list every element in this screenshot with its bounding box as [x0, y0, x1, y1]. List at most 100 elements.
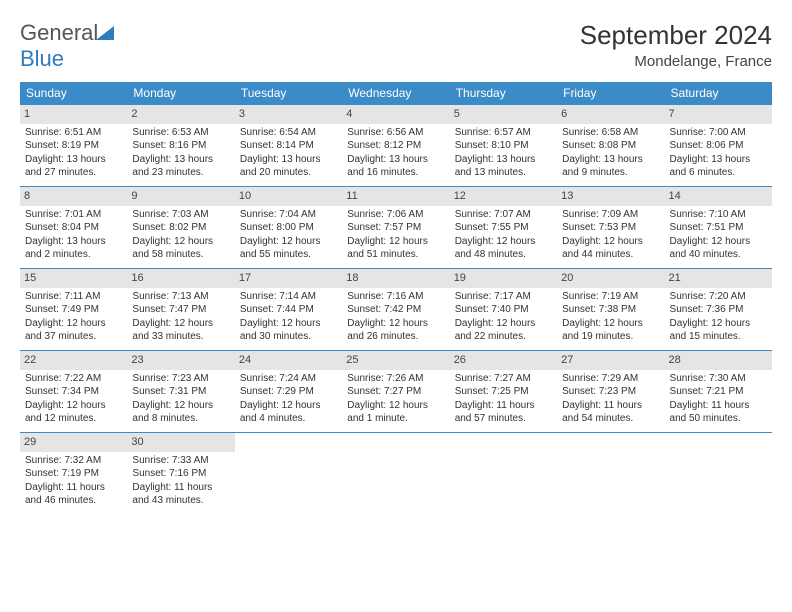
weekday-header: Wednesday	[342, 82, 449, 105]
day-number: 5	[450, 105, 557, 124]
day-number: 9	[127, 187, 234, 206]
calendar-row: 1 Sunrise: 6:51 AMSunset: 8:19 PMDaylight…	[20, 105, 772, 187]
day-number: 29	[20, 433, 127, 452]
calendar-table: SundayMondayTuesdayWednesdayThursdayFrid…	[20, 82, 772, 514]
calendar-row: 29 Sunrise: 7:32 AMSunset: 7:19 PMDayligh…	[20, 433, 772, 515]
day-number: 16	[127, 269, 234, 288]
day-cell: 23 Sunrise: 7:23 AMSunset: 7:31 PMDayligh…	[127, 351, 234, 433]
day-info: Sunrise: 7:04 AMSunset: 8:00 PMDaylight:…	[240, 208, 337, 262]
day-number: 18	[342, 269, 449, 288]
day-info: Sunrise: 7:03 AMSunset: 8:02 PMDaylight:…	[132, 208, 229, 262]
day-number: 13	[557, 187, 664, 206]
empty-cell	[665, 433, 772, 515]
day-info: Sunrise: 7:27 AMSunset: 7:25 PMDaylight:…	[455, 372, 552, 426]
day-info: Sunrise: 7:32 AMSunset: 7:19 PMDaylight:…	[25, 454, 122, 508]
day-cell: 10 Sunrise: 7:04 AMSunset: 8:00 PMDayligh…	[235, 187, 342, 269]
day-cell: 20 Sunrise: 7:19 AMSunset: 7:38 PMDayligh…	[557, 269, 664, 351]
day-number: 30	[127, 433, 234, 452]
day-cell: 12 Sunrise: 7:07 AMSunset: 7:55 PMDayligh…	[450, 187, 557, 269]
day-info: Sunrise: 7:09 AMSunset: 7:53 PMDaylight:…	[562, 208, 659, 262]
day-number: 11	[342, 187, 449, 206]
day-cell: 28Sunrise: 7:30 AMSunset: 7:21 PMDayligh…	[665, 351, 772, 433]
day-cell: 27 Sunrise: 7:29 AMSunset: 7:23 PMDayligh…	[557, 351, 664, 433]
day-number: 23	[127, 351, 234, 370]
day-info: Sunrise: 7:16 AMSunset: 7:42 PMDaylight:…	[347, 290, 444, 344]
day-info: Sunrise: 7:00 AMSunset: 8:06 PMDaylight:…	[670, 126, 767, 180]
day-info: Sunrise: 7:06 AMSunset: 7:57 PMDaylight:…	[347, 208, 444, 262]
day-number: 25	[342, 351, 449, 370]
title-block: September 2024 Mondelange, France	[580, 20, 772, 70]
day-number: 1	[20, 105, 127, 124]
day-cell: 21 Sunrise: 7:20 AMSunset: 7:36 PMDayligh…	[665, 269, 772, 351]
day-info: Sunrise: 7:10 AMSunset: 7:51 PMDaylight:…	[670, 208, 767, 262]
day-info: Sunrise: 7:29 AMSunset: 7:23 PMDaylight:…	[562, 372, 659, 426]
day-info: Sunrise: 6:58 AMSunset: 8:08 PMDaylight:…	[562, 126, 659, 180]
day-info: Sunrise: 7:13 AMSunset: 7:47 PMDaylight:…	[132, 290, 229, 344]
day-cell: 19 Sunrise: 7:17 AMSunset: 7:40 PMDayligh…	[450, 269, 557, 351]
weekday-header: Sunday	[20, 82, 127, 105]
weekday-header: Thursday	[450, 82, 557, 105]
calendar-row: 8 Sunrise: 7:01 AMSunset: 8:04 PMDaylight…	[20, 187, 772, 269]
day-number: 14	[665, 187, 772, 206]
day-cell: 5 Sunrise: 6:57 AMSunset: 8:10 PMDaylight…	[450, 105, 557, 187]
day-info: Sunrise: 7:17 AMSunset: 7:40 PMDaylight:…	[455, 290, 552, 344]
logo-triangle-icon	[96, 26, 114, 40]
day-number: 3	[235, 105, 342, 124]
day-info: Sunrise: 6:56 AMSunset: 8:12 PMDaylight:…	[347, 126, 444, 180]
weekday-header: Tuesday	[235, 82, 342, 105]
day-cell: 4 Sunrise: 6:56 AMSunset: 8:12 PMDaylight…	[342, 105, 449, 187]
day-cell: 17Sunrise: 7:14 AMSunset: 7:44 PMDayligh…	[235, 269, 342, 351]
calendar-row: 22Sunrise: 7:22 AMSunset: 7:34 PMDayligh…	[20, 351, 772, 433]
day-number: 20	[557, 269, 664, 288]
day-number: 19	[450, 269, 557, 288]
day-cell: 16 Sunrise: 7:13 AMSunset: 7:47 PMDayligh…	[127, 269, 234, 351]
empty-cell	[235, 433, 342, 515]
day-number: 21	[665, 269, 772, 288]
day-info: Sunrise: 7:33 AMSunset: 7:16 PMDaylight:…	[132, 454, 229, 508]
day-info: Sunrise: 7:19 AMSunset: 7:38 PMDaylight:…	[562, 290, 659, 344]
weekday-header: Saturday	[665, 82, 772, 105]
day-number: 26	[450, 351, 557, 370]
calendar-row: 15Sunrise: 7:11 AMSunset: 7:49 PMDayligh…	[20, 269, 772, 351]
empty-cell	[342, 433, 449, 515]
day-info: Sunrise: 7:20 AMSunset: 7:36 PMDaylight:…	[670, 290, 767, 344]
day-number: 17	[235, 269, 342, 288]
day-cell: 7Sunrise: 7:00 AMSunset: 8:06 PMDaylight…	[665, 105, 772, 187]
day-cell: 15Sunrise: 7:11 AMSunset: 7:49 PMDayligh…	[20, 269, 127, 351]
day-cell: 25Sunrise: 7:26 AMSunset: 7:27 PMDayligh…	[342, 351, 449, 433]
day-info: Sunrise: 7:01 AMSunset: 8:04 PMDaylight:…	[25, 208, 122, 262]
month-title: September 2024	[580, 20, 772, 51]
day-cell: 11 Sunrise: 7:06 AMSunset: 7:57 PMDayligh…	[342, 187, 449, 269]
day-info: Sunrise: 6:54 AMSunset: 8:14 PMDaylight:…	[240, 126, 337, 180]
day-cell: 14 Sunrise: 7:10 AMSunset: 7:51 PMDayligh…	[665, 187, 772, 269]
day-number: 8	[20, 187, 127, 206]
day-number: 27	[557, 351, 664, 370]
day-cell: 22Sunrise: 7:22 AMSunset: 7:34 PMDayligh…	[20, 351, 127, 433]
weekday-header-row: SundayMondayTuesdayWednesdayThursdayFrid…	[20, 82, 772, 105]
day-number: 4	[342, 105, 449, 124]
day-info: Sunrise: 7:24 AMSunset: 7:29 PMDaylight:…	[240, 372, 337, 426]
day-number: 12	[450, 187, 557, 206]
day-info: Sunrise: 7:23 AMSunset: 7:31 PMDaylight:…	[132, 372, 229, 426]
day-number: 22	[20, 351, 127, 370]
day-cell: 18 Sunrise: 7:16 AMSunset: 7:42 PMDayligh…	[342, 269, 449, 351]
weekday-header: Monday	[127, 82, 234, 105]
day-cell: 13 Sunrise: 7:09 AMSunset: 7:53 PMDayligh…	[557, 187, 664, 269]
day-cell: 2Sunrise: 6:53 AMSunset: 8:16 PMDaylight…	[127, 105, 234, 187]
day-number: 15	[20, 269, 127, 288]
day-info: Sunrise: 6:53 AMSunset: 8:16 PMDaylight:…	[132, 126, 229, 180]
day-info: Sunrise: 6:51 AMSunset: 8:19 PMDaylight:…	[25, 126, 122, 180]
day-cell: 3 Sunrise: 6:54 AMSunset: 8:14 PMDaylight…	[235, 105, 342, 187]
day-info: Sunrise: 7:07 AMSunset: 7:55 PMDaylight:…	[455, 208, 552, 262]
logo-text-1: General	[20, 20, 98, 45]
empty-cell	[557, 433, 664, 515]
day-cell: 6Sunrise: 6:58 AMSunset: 8:08 PMDaylight…	[557, 105, 664, 187]
empty-cell	[450, 433, 557, 515]
day-info: Sunrise: 6:57 AMSunset: 8:10 PMDaylight:…	[455, 126, 552, 180]
header: General Blue September 2024 Mondelange, …	[20, 20, 772, 72]
day-cell: 26 Sunrise: 7:27 AMSunset: 7:25 PMDayligh…	[450, 351, 557, 433]
day-info: Sunrise: 7:30 AMSunset: 7:21 PMDaylight:…	[670, 372, 767, 426]
day-number: 10	[235, 187, 342, 206]
logo: General Blue	[20, 20, 114, 72]
day-cell: 30 Sunrise: 7:33 AMSunset: 7:16 PMDayligh…	[127, 433, 234, 515]
